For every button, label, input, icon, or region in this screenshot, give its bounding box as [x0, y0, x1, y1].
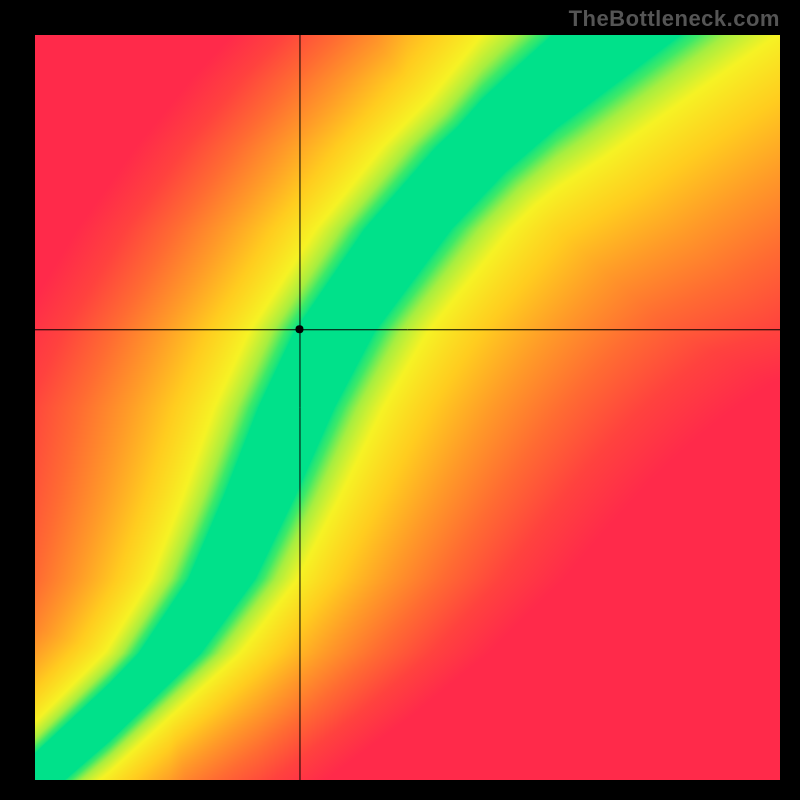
watermark-text: TheBottleneck.com — [569, 6, 780, 32]
chart-container: TheBottleneck.com — [0, 0, 800, 800]
bottleneck-heatmap — [0, 0, 800, 800]
